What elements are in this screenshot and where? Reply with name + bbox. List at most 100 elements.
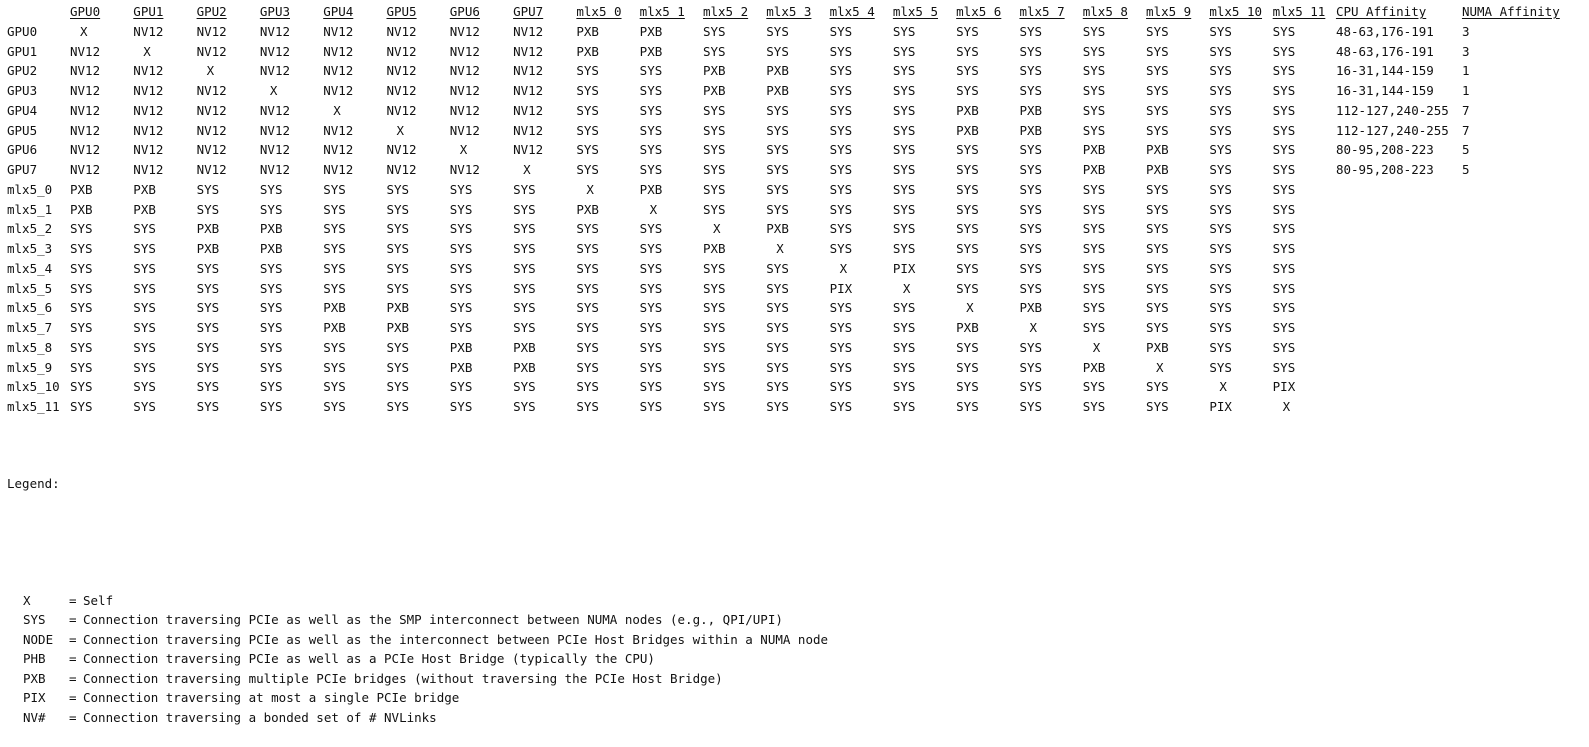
matrix-cell: SYS [1209, 162, 1232, 177]
matrix-cell: X [839, 260, 848, 276]
column-header-label: mlx5_2 [702, 4, 749, 19]
matrix-cell: PXB [576, 43, 599, 59]
row-label: mlx5_11 [7, 399, 60, 414]
matrix-cell: PXB [449, 339, 473, 355]
matrix-cell: NV12 [513, 142, 544, 158]
matrix-cell: SYS [576, 399, 599, 414]
matrix-cell: NV12 [449, 83, 480, 98]
matrix-cell [1462, 259, 1560, 279]
matrix-cell: SYS [829, 23, 853, 39]
matrix-cell: NV12 [70, 43, 101, 59]
matrix-cell: SYS [702, 201, 726, 217]
matrix-cell: SYS [386, 359, 410, 375]
matrix-cell: SYS [1082, 260, 1106, 276]
matrix-cell: SYS [702, 162, 726, 177]
legend-entry: PHB = Connection traversing PCIe as well a… [7, 649, 828, 669]
column-header: mlx5_11 [1273, 2, 1336, 22]
matrix-cell: SYS [1272, 43, 1296, 59]
matrix-cell: SYS [766, 201, 789, 217]
matrix-cell: SYS [1019, 359, 1043, 375]
matrix-cell: NV12 [323, 83, 354, 98]
matrix-cell: PXB [513, 339, 536, 355]
matrix-cell: SYS [1019, 23, 1043, 39]
matrix-cell: SYS [576, 63, 599, 79]
matrix-cell: SYS [892, 379, 916, 395]
matrix-cell: SYS [1272, 83, 1296, 98]
matrix-cell: SYS [766, 280, 789, 296]
column-header: GPU5 [386, 2, 449, 22]
legend-code: PHB [23, 651, 46, 667]
matrix-cell: SYS [1272, 142, 1296, 158]
legend-code: X [23, 592, 31, 608]
matrix-cell: SYS [956, 23, 979, 39]
matrix-cell: SYS [639, 300, 663, 316]
matrix-cell: PXB [766, 83, 789, 98]
matrix-cell: SYS [1146, 399, 1169, 414]
matrix-cell: SYS [1272, 63, 1296, 79]
matrix-cell: SYS [892, 63, 916, 79]
header-row: GPU0 GPU1 GPU2 GPU3 GPU4 GPU5 GPU6 GPU7 mlx5_0 ml… [7, 2, 1560, 22]
matrix-cell: SYS [639, 260, 663, 276]
row-label: mlx5_8 [7, 339, 53, 355]
matrix-cell: SYS [1272, 359, 1296, 375]
matrix-cell: SYS [576, 102, 599, 118]
column-header: GPU3 [260, 2, 323, 22]
matrix-cell: SYS [702, 181, 726, 197]
matrix-cell: SYS [1082, 280, 1106, 296]
matrix-cell: NV12 [386, 23, 417, 39]
matrix-cell: SYS [196, 359, 220, 375]
matrix-cell: NV12 [386, 142, 417, 158]
matrix-cell: SYS [1272, 102, 1296, 118]
matrix-cell: SYS [1209, 359, 1232, 375]
matrix-cell: NV12 [196, 122, 227, 138]
column-header-label: mlx5_8 [1082, 4, 1128, 19]
matrix-cell: NV12 [513, 63, 544, 79]
matrix-cell [1462, 358, 1560, 378]
column-header-label: mlx5_4 [829, 4, 875, 19]
column-header-label: GPU5 [386, 4, 417, 19]
matrix-cell: SYS [70, 300, 93, 316]
matrix-cell: SYS [829, 339, 853, 355]
column-header-label: GPU3 [259, 4, 290, 19]
matrix-cell: SYS [323, 181, 346, 197]
matrix-cell: SYS [1019, 399, 1043, 414]
matrix-cell: NV12 [133, 142, 164, 158]
matrix-cell: SYS [1146, 300, 1169, 316]
matrix-cell: PXB [513, 359, 536, 375]
matrix-cell: SYS [1146, 43, 1169, 59]
matrix-cell: SYS [639, 221, 663, 237]
matrix-cell [1462, 200, 1560, 220]
legend-entry: PIX = Connection traversing at most a sing… [7, 688, 828, 708]
table-row: GPU6 NV12 NV12 NV12 NV12 NV12 NV12 X NV12 SYS SYS S… [7, 140, 1560, 160]
legend-equals: = [69, 670, 77, 686]
column-header-label: mlx5_0 [576, 4, 622, 19]
table-row: GPU7 NV12 NV12 NV12 NV12 NV12 NV12 NV12 X SYS SYS S… [7, 160, 1560, 180]
matrix-cell: SYS [1146, 102, 1169, 118]
matrix-cell: SYS [1146, 260, 1169, 276]
matrix-cell: SYS [1146, 280, 1169, 296]
matrix-cell: SYS [702, 339, 726, 355]
matrix-cell: PXB [1146, 339, 1169, 355]
legend-description: Connection traversing a bonded set of # … [83, 710, 437, 726]
matrix-cell: NV12 [259, 162, 290, 177]
column-header: CPU Affinity [1336, 2, 1462, 22]
column-header: GPU2 [197, 2, 260, 22]
table-row: mlx5_7 SYS SYS SYS SYS PXB PXB SYS SYS SYS SYS SYS S… [7, 318, 1560, 338]
table-row: mlx5_2 SYS SYS PXB PXB SYS SYS SYS SYS SYS SYS X PXB… [7, 219, 1560, 239]
row-label: mlx5_6 [7, 300, 53, 316]
matrix-cell: SYS [323, 221, 346, 237]
row-label: GPU4 [7, 102, 38, 118]
matrix-cell: SYS [956, 221, 979, 237]
matrix-cell: SYS [70, 260, 93, 276]
matrix-cell: SYS [766, 359, 789, 375]
matrix-cell: NV12 [259, 63, 290, 79]
matrix-cell: NV12 [449, 63, 480, 79]
matrix-cell: NV12 [133, 23, 164, 39]
table-row: mlx5_1 PXB PXB SYS SYS SYS SYS SYS SYS PXB X SYS SYS… [7, 200, 1560, 220]
column-header-label: mlx5_6 [956, 4, 1002, 19]
matrix-cell: X [649, 201, 658, 217]
column-header-label: GPU6 [449, 4, 480, 19]
column-header: mlx5_0 [576, 2, 639, 22]
matrix-cell: SYS [513, 280, 536, 296]
matrix-cell: PXB [259, 221, 283, 237]
